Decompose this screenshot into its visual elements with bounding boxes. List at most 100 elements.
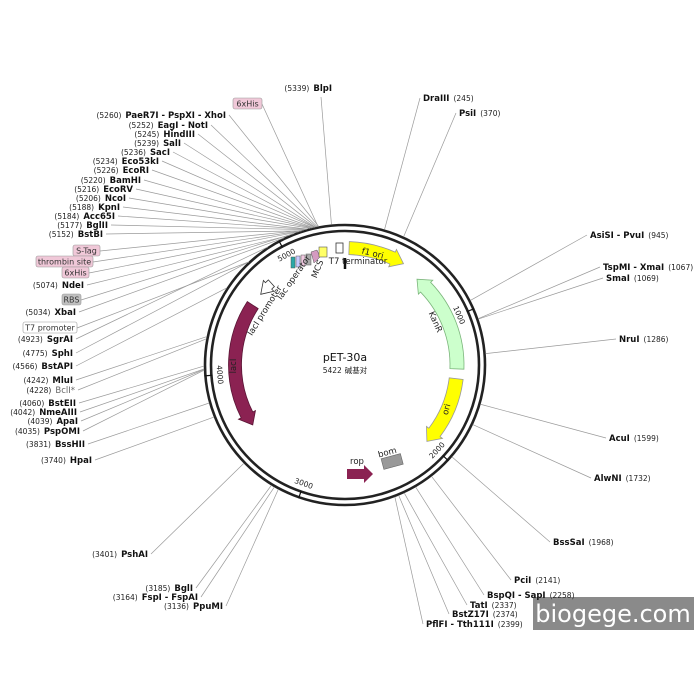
site-name: BglII: [86, 221, 108, 231]
site-label: SmaI (1069): [606, 274, 659, 284]
site-name: XbaI: [54, 308, 76, 318]
site-position: (3740): [41, 456, 66, 465]
site-position: (5260): [96, 111, 121, 120]
length-unit: 碱基对: [345, 365, 368, 375]
site-name: SalI: [163, 139, 181, 149]
site-leader: [451, 456, 551, 543]
site-position: (5074): [33, 281, 58, 290]
site-position: (1599): [634, 434, 659, 443]
site-name: TspMI - XmaI: [603, 263, 664, 273]
site-label: NruI (1286): [619, 335, 669, 345]
site-leader: [94, 416, 215, 461]
annotation-leader: [99, 229, 304, 252]
site-name: PsiI: [459, 109, 476, 119]
site-label: (5188) KpnI: [69, 203, 120, 213]
site-position: (5152): [49, 230, 74, 239]
site-leader: [82, 369, 205, 432]
annotation-leader: [76, 261, 249, 329]
site-label: (4923) SgrAI: [18, 335, 73, 345]
site-leader: [200, 486, 275, 598]
site-label: DraIII (245): [423, 94, 474, 104]
site-label: (5034) XbaI: [26, 308, 77, 318]
site-leader: [105, 230, 302, 235]
site-name: BamHI: [110, 176, 141, 186]
site-label: (4039) ApaI: [27, 417, 78, 427]
site-name: NmeAIII: [39, 408, 77, 418]
site-label: (5260) PaeR7I - PspXI - XhoI: [96, 111, 226, 121]
tick-mark: [204, 374, 213, 377]
site-position: (4242): [23, 376, 48, 385]
site-leader: [470, 234, 588, 301]
backbone-inner: [209, 229, 481, 501]
site-position: (4042): [10, 408, 35, 417]
site-position: (4039): [27, 417, 52, 426]
site-label: PciI (2141): [514, 576, 560, 586]
site-label: (3185) BglI: [145, 584, 193, 594]
site-position: (4923): [18, 335, 43, 344]
site-label: AsiSI - PvuI (945): [590, 231, 669, 241]
site-leader: [135, 188, 312, 229]
site-position: (5339): [284, 84, 309, 93]
tick-label: 4000: [215, 365, 225, 385]
site-position: (1968): [589, 538, 614, 547]
site-name: EcoRI: [123, 166, 149, 176]
site-label: (3831) BssHII: [26, 440, 85, 450]
site-label: AcuI (1599): [609, 434, 659, 444]
annotation-label: RBS: [64, 296, 80, 305]
tick-mark: [442, 454, 449, 462]
block: [290, 256, 296, 269]
site-name: BstAPI: [41, 362, 73, 372]
site-position: (2337): [492, 601, 517, 610]
site-leader: [79, 368, 205, 413]
site-position: (2374): [493, 610, 518, 619]
site-name: NruI: [619, 335, 640, 345]
site-name: SmaI: [606, 274, 630, 284]
site-position: (5245): [134, 130, 159, 139]
site-name: SphI: [52, 349, 73, 359]
site-label: (5236) SacI: [121, 148, 170, 158]
site-name: HpaI: [70, 456, 92, 466]
tick-mark: [278, 240, 284, 248]
ori-shape: [426, 377, 464, 442]
site-name: HindIII: [163, 130, 195, 140]
watermark: biogege.com: [535, 600, 690, 628]
annotation-label: S-Tag: [76, 247, 97, 256]
site-leader: [183, 142, 316, 228]
site-label: (5226) EcoRI: [94, 166, 149, 176]
site-label: PsiI (370): [459, 109, 500, 119]
site-leader: [172, 151, 316, 228]
site-name: AlwNI: [594, 474, 622, 484]
site-position: (4775): [23, 349, 48, 358]
site-name: Eco53kI: [122, 157, 159, 167]
site-leader: [225, 489, 279, 607]
site-leader: [150, 463, 245, 555]
feature-label: T7 terminator: [328, 257, 388, 267]
block: [305, 253, 312, 266]
site-label: (5152) BstBI: [49, 230, 103, 240]
annotation-leader: [80, 233, 295, 301]
site-leader: [472, 424, 592, 479]
site-leader: [110, 224, 306, 230]
site-label: (4775) SphI: [23, 349, 73, 359]
site-label: (4060) BstEII: [19, 399, 76, 409]
site-name: BglI: [174, 584, 193, 594]
site-position: (5184): [54, 212, 79, 221]
site-leader: [403, 112, 457, 237]
site-label: (3136) PpuMI: [164, 602, 223, 612]
length-number: 5422: [323, 366, 342, 375]
site-label: (5184) Acc65I: [54, 212, 115, 222]
site-leader: [398, 495, 450, 615]
site-position: (370): [480, 109, 500, 118]
site-leader: [75, 261, 250, 354]
site-label: (5234) Eco53kI: [93, 157, 159, 167]
feature-label: rop: [350, 457, 364, 467]
annotation-leader: [261, 103, 319, 227]
site-position: (3401): [92, 550, 117, 559]
site-name: MluI: [52, 376, 73, 386]
site-name: EcoRV: [103, 185, 133, 195]
watermark-box: [533, 597, 694, 630]
annotation-label: 6xHis: [236, 100, 258, 109]
site-leader: [195, 485, 272, 589]
site-label: TspMI - XmaI (1067): [603, 263, 693, 273]
site-label: (4566) BstAPI: [12, 362, 73, 372]
